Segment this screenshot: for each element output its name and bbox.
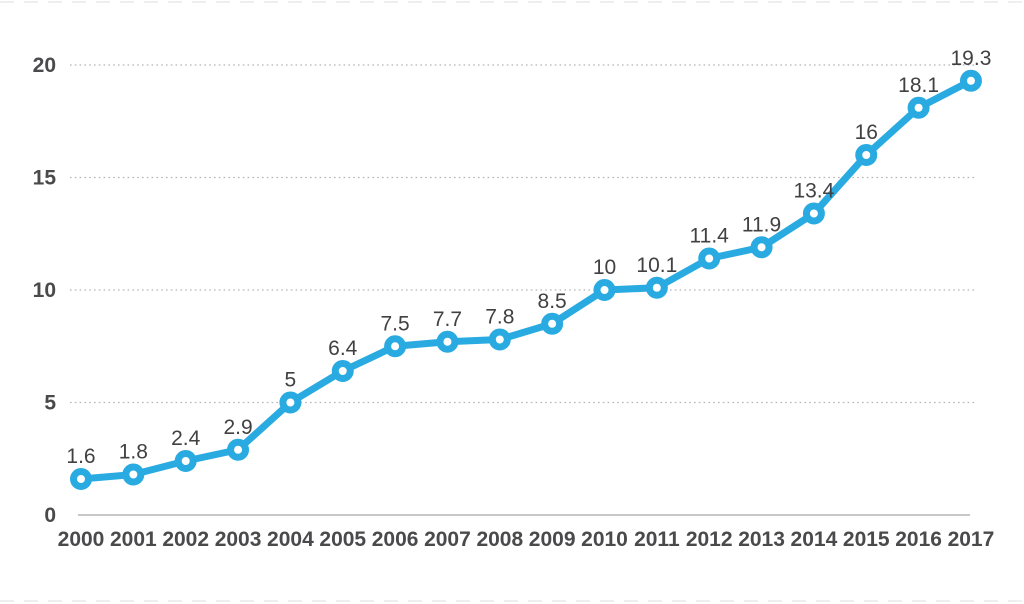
series-line	[77, 77, 975, 483]
data-label-2010: 10	[593, 256, 616, 279]
data-label-2013: 11.9	[742, 213, 781, 236]
x-tick-label-2002: 2002	[162, 528, 209, 551]
x-tick-label-2012: 2012	[686, 528, 733, 551]
data-label-2009: 8.5	[538, 290, 567, 313]
data-label-2015: 16	[855, 121, 878, 144]
data-label-2006: 7.5	[380, 312, 409, 335]
data-label-2007: 7.7	[433, 308, 462, 331]
x-tick-label-2010: 2010	[581, 528, 628, 551]
x-tick-label-2009: 2009	[529, 528, 576, 551]
data-point-2002	[174, 450, 197, 472]
data-label-2003: 2.9	[223, 416, 252, 439]
x-tick-label-2013: 2013	[738, 528, 785, 551]
data-point-2013	[750, 236, 773, 259]
y-tick-label-10: 10	[33, 279, 56, 302]
x-tick-label-2004: 2004	[267, 528, 314, 551]
x-tick-label-2003: 2003	[215, 528, 262, 551]
data-label-2011: 10.1	[636, 254, 677, 277]
data-point-2007	[436, 330, 459, 353]
y-tick-label-20: 20	[33, 54, 56, 77]
data-point-2016	[907, 96, 930, 119]
data-point-2011	[645, 276, 668, 299]
x-tick-label-2006: 2006	[372, 528, 419, 551]
x-tick-label-2014: 2014	[791, 528, 838, 551]
data-point-2003	[227, 438, 250, 461]
data-label-2000: 1.6	[66, 445, 95, 468]
y-tick-label-5: 5	[44, 392, 56, 415]
x-tick-label-2007: 2007	[424, 528, 471, 551]
data-label-2016: 18.1	[898, 74, 939, 97]
data-label-2017: 19.3	[951, 47, 992, 70]
data-label-2012: 11.4	[690, 225, 730, 248]
data-label-2001: 1.8	[119, 441, 148, 464]
data-label-2014: 13.4	[793, 180, 834, 203]
data-point-2017	[959, 69, 982, 92]
data-point-2005	[331, 360, 354, 382]
x-tick-label-2005: 2005	[319, 528, 366, 551]
data-point-2006	[384, 335, 407, 358]
data-label-2005: 6.4	[328, 337, 358, 360]
x-tick-label-2001: 2001	[110, 528, 157, 551]
data-point-2014	[802, 202, 825, 225]
x-tick-label-2015: 2015	[843, 528, 890, 551]
x-tick-label-2008: 2008	[476, 528, 523, 551]
x-tick-label-2011: 2011	[634, 528, 680, 551]
x-tick-label-2000: 2000	[58, 528, 105, 551]
data-point-2015	[855, 144, 878, 166]
data-label-2004: 5	[285, 369, 297, 392]
x-tick-label-2017: 2017	[948, 528, 995, 551]
data-point-2004	[279, 391, 302, 414]
y-tick-label-0: 0	[44, 504, 56, 527]
x-tick-label-2016: 2016	[895, 528, 942, 551]
data-point-2009	[541, 312, 564, 335]
data-label-2008: 7.8	[485, 306, 514, 329]
data-label-2002: 2.4	[171, 427, 201, 450]
data-point-2008	[488, 328, 511, 351]
y-tick-label-15: 15	[33, 167, 57, 190]
data-point-2000	[70, 468, 92, 490]
data-point-2010	[593, 279, 616, 301]
data-point-2001	[122, 463, 145, 486]
data-point-2012	[698, 247, 721, 270]
